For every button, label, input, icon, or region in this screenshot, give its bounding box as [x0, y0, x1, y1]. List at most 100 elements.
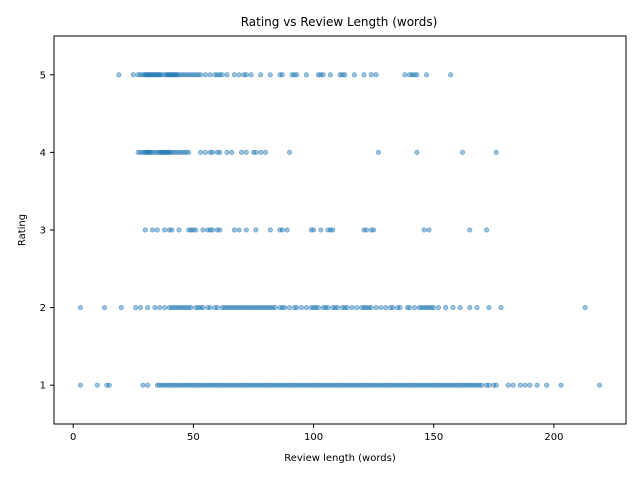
data-point-rating-4-35	[217, 149, 223, 155]
data-point-rating-3-10	[193, 227, 199, 233]
data-point-rating-3-23	[279, 227, 285, 233]
data-point-rating-5-76	[414, 72, 420, 78]
data-point-rating-2-86	[407, 305, 413, 311]
data-point-rating-2-95	[435, 305, 441, 311]
data-point-rating-3-0	[142, 227, 148, 233]
data-point-rating-2-100	[474, 305, 480, 311]
data-points	[77, 72, 603, 388]
data-point-rating-5-53	[258, 72, 264, 78]
data-point-rating-5-42	[207, 72, 213, 78]
data-point-rating-4-44	[286, 149, 292, 155]
data-point-rating-2-64	[325, 305, 331, 311]
x-tick-label: 100	[304, 432, 323, 443]
data-point-rating-4-48	[493, 149, 499, 155]
data-point-rating-5-56	[279, 72, 285, 78]
x-axis: 0 50 100 150 200	[70, 424, 563, 443]
data-point-rating-3-3	[162, 227, 168, 233]
data-point-rating-4-37	[229, 149, 235, 155]
data-point-rating-3-37	[467, 227, 473, 233]
data-point-rating-5-63	[320, 72, 326, 78]
data-point-rating-2-18	[188, 305, 194, 311]
data-point-rating-5-69	[361, 72, 367, 78]
data-point-rating-3-2	[154, 227, 160, 233]
y-axis-label: Rating	[17, 214, 28, 246]
data-point-rating-2-5	[145, 305, 151, 311]
x-tick-label: 50	[187, 432, 200, 443]
data-point-rating-2-101	[486, 305, 492, 311]
data-point-rating-2-0	[77, 305, 83, 311]
data-point-rating-1-154	[597, 382, 603, 388]
data-point-rating-2-99	[467, 305, 473, 311]
data-point-rating-5-60	[303, 72, 309, 78]
data-point-rating-1-153	[558, 382, 564, 388]
data-point-rating-3-35	[421, 227, 427, 233]
data-point-rating-3-34	[371, 227, 377, 233]
data-point-rating-2-24	[207, 305, 213, 311]
data-point-rating-3-38	[484, 227, 490, 233]
data-point-rating-5-71	[373, 72, 379, 78]
data-point-rating-2-22	[200, 305, 206, 311]
y-tick-label: 1	[40, 381, 46, 392]
data-point-rating-5-48	[231, 72, 237, 78]
data-point-rating-2-94	[431, 305, 437, 311]
data-point-rating-5-67	[342, 72, 348, 78]
x-tick-label: 0	[70, 432, 76, 443]
data-point-rating-3-18	[236, 227, 242, 233]
data-point-rating-2-103	[582, 305, 588, 311]
y-tick-label: 4	[40, 148, 46, 159]
data-point-rating-2-96	[443, 305, 449, 311]
data-point-rating-2-56	[298, 305, 304, 311]
data-point-rating-3-5	[169, 227, 175, 233]
data-point-rating-1-145	[493, 382, 499, 388]
data-point-rating-2-80	[383, 305, 389, 311]
data-point-rating-2-1	[102, 305, 108, 311]
data-point-rating-3-30	[330, 227, 336, 233]
data-point-rating-1-1	[94, 382, 100, 388]
x-axis-label: Review length (words)	[284, 453, 396, 464]
data-point-rating-2-87	[411, 305, 417, 311]
data-point-rating-5-68	[351, 72, 357, 78]
data-point-rating-2-102	[498, 305, 504, 311]
data-point-rating-1-146	[505, 382, 511, 388]
data-point-rating-4-45	[375, 149, 381, 155]
x-tick-label: 150	[424, 432, 443, 443]
data-point-rating-4-31	[202, 149, 208, 155]
data-point-rating-4-36	[224, 149, 230, 155]
data-point-rating-1-4	[140, 382, 146, 388]
data-point-rating-3-11	[200, 227, 206, 233]
data-point-rating-1-150	[527, 382, 533, 388]
data-point-rating-2-82	[390, 305, 396, 311]
data-point-rating-5-40	[198, 72, 204, 78]
data-point-rating-2-2	[118, 305, 124, 311]
data-point-rating-4-43	[262, 149, 268, 155]
data-point-rating-3-17	[231, 227, 237, 233]
data-point-rating-5-46	[219, 72, 225, 78]
data-point-rating-2-4	[138, 305, 144, 311]
data-point-rating-2-71	[349, 305, 355, 311]
data-point-rating-2-79	[378, 305, 384, 311]
data-point-rating-4-33	[210, 149, 216, 155]
data-point-rating-2-77	[368, 305, 374, 311]
data-point-rating-2-7	[157, 305, 163, 311]
data-point-rating-2-26	[214, 305, 220, 311]
data-point-rating-5-0	[116, 72, 122, 78]
data-point-rating-4-29	[186, 149, 192, 155]
data-point-rating-5-59	[294, 72, 300, 78]
data-point-rating-5-70	[368, 72, 374, 78]
data-point-rating-5-49	[236, 72, 242, 78]
data-point-rating-2-72	[354, 305, 360, 311]
data-point-rating-3-24	[284, 227, 290, 233]
data-point-rating-2-57	[303, 305, 309, 311]
data-point-rating-3-27	[318, 227, 324, 233]
data-point-rating-1-143	[486, 382, 492, 388]
data-point-rating-5-51	[243, 72, 249, 78]
data-point-rating-5-1	[130, 72, 136, 78]
data-point-rating-2-97	[450, 305, 456, 311]
data-point-rating-3-21	[267, 227, 273, 233]
data-point-rating-3-20	[253, 227, 259, 233]
data-point-rating-1-148	[517, 382, 523, 388]
data-point-rating-1-0	[77, 382, 83, 388]
data-point-rating-3-36	[426, 227, 432, 233]
